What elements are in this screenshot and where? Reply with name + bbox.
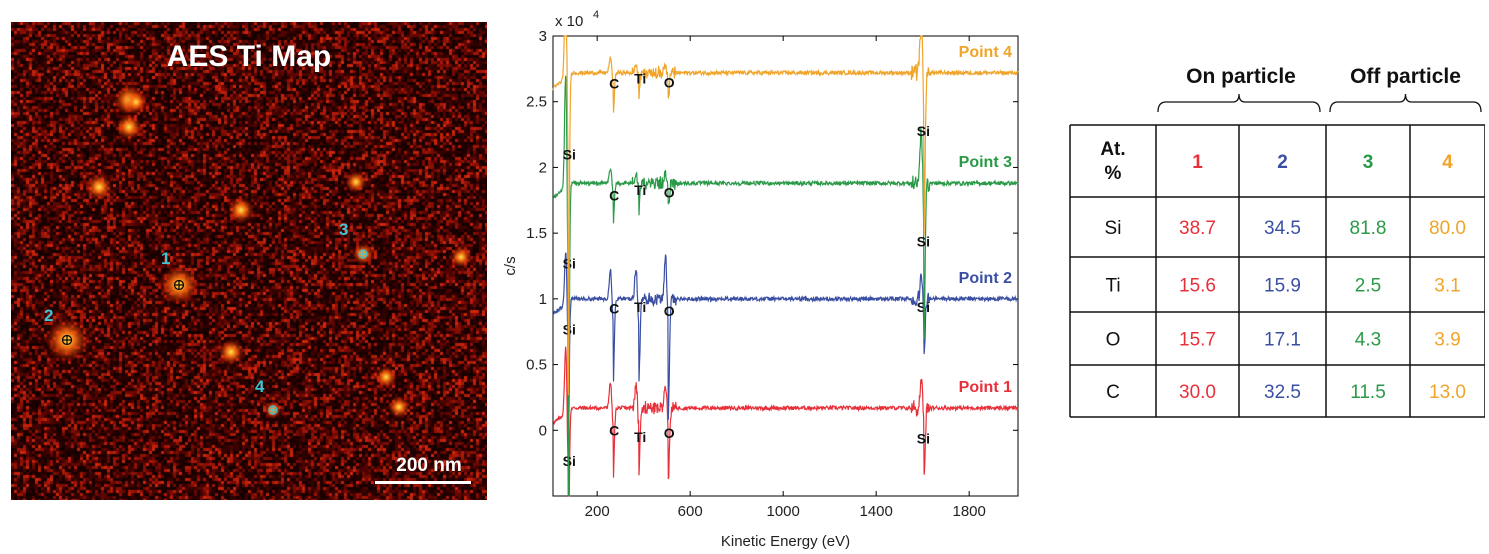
y-multiplier-label: x 10 <box>555 13 583 30</box>
peak-label: Si <box>917 233 930 249</box>
series-line-point-2 <box>552 252 1019 450</box>
y-tick-label: 2 <box>539 159 547 176</box>
series-name-label: Point 4 <box>959 44 1012 61</box>
table-cell-value: 4.3 <box>1355 330 1381 351</box>
row-label-element: Ti <box>1105 276 1120 297</box>
series-name-label: Point 3 <box>959 154 1012 171</box>
y-multiplier-exponent: 4 <box>593 9 599 21</box>
x-tick-label: 1000 <box>766 503 799 520</box>
y-tick-label: 0 <box>539 422 547 439</box>
x-axis-label: Kinetic Energy (eV) <box>721 533 850 550</box>
row-label-element: O <box>1106 330 1121 351</box>
map-point-2: 2 <box>44 306 73 346</box>
table-cell-value: 38.7 <box>1179 218 1216 239</box>
table-cell-value: 15.9 <box>1264 276 1301 297</box>
table-cell-value: 3.1 <box>1434 276 1460 297</box>
x-tick-label: 1800 <box>952 503 985 520</box>
map-point-label: 3 <box>339 220 348 239</box>
bracket-off-particle <box>1329 93 1482 113</box>
scale-bar-label: 200 nm <box>396 455 461 476</box>
crosshair-marker-icon <box>358 249 368 259</box>
y-tick-label: 0.5 <box>526 357 547 374</box>
scale-bar <box>375 481 471 484</box>
map-title: AES Ti Map <box>167 40 331 73</box>
peak-label: C <box>609 423 619 439</box>
table-cell-value: 30.0 <box>1179 382 1216 403</box>
table-cell-value: 13.0 <box>1429 382 1466 403</box>
y-axis-label: c/s <box>502 256 519 275</box>
table-cell-value: 17.1 <box>1264 330 1301 351</box>
peak-label: Si <box>917 123 930 139</box>
crosshair-marker-icon <box>61 334 73 346</box>
peak-label: Si <box>917 430 930 446</box>
crosshair-marker-icon <box>173 279 185 291</box>
crosshair-marker-icon <box>268 405 278 415</box>
peak-label: Si <box>563 453 576 469</box>
row-label-element: C <box>1106 382 1120 403</box>
aes-map-panel: AES Ti Map 1 2 3 <box>11 22 487 500</box>
map-point-label: 1 <box>161 249 170 268</box>
y-tick-label: 3 <box>539 28 547 45</box>
table-cell-value: 81.8 <box>1350 218 1387 239</box>
peak-label: O <box>664 74 675 90</box>
map-point-3: 3 <box>339 220 368 259</box>
x-tick-label: 600 <box>678 503 703 520</box>
table-cell-value: 11.5 <box>1350 382 1386 403</box>
map-point-label: 4 <box>255 377 265 396</box>
x-tick-label: 200 <box>585 503 610 520</box>
peak-label: Si <box>563 147 576 163</box>
series-line-point-1 <box>552 346 1019 497</box>
aes-spectra-chart: 200 600 1000 1400 1800 0 0.5 1 1.5 2 2.5 3 x 10 4 Kine… <box>502 9 1019 550</box>
series-name-label: Point 1 <box>959 379 1012 396</box>
peak-label: Ti <box>634 182 646 198</box>
peak-label: O <box>664 185 675 201</box>
table-cell-value: 15.7 <box>1179 330 1216 351</box>
table-cell-value: 32.5 <box>1264 382 1301 403</box>
column-header-point-2: 2 <box>1277 152 1288 173</box>
table-cell-value: 2.5 <box>1355 276 1381 297</box>
peak-label: Ti <box>634 299 646 315</box>
group-label-off-particle: Off particle <box>1350 65 1461 88</box>
table-cell-value: 3.9 <box>1434 330 1460 351</box>
series-line-point-4 <box>552 35 1019 396</box>
peak-label: C <box>609 300 619 316</box>
table-cell-value: 80.0 <box>1429 218 1466 239</box>
peak-label: C <box>609 187 619 203</box>
map-point-4: 4 <box>255 377 278 415</box>
bracket-on-particle <box>1157 93 1321 113</box>
series-name-label: Point 2 <box>959 270 1012 287</box>
peak-label: Ti <box>634 70 646 86</box>
peak-label: C <box>609 76 619 92</box>
x-tick-label: 1400 <box>859 503 892 520</box>
column-header-point-4: 4 <box>1442 152 1453 173</box>
table-cell-value: 15.6 <box>1179 276 1216 297</box>
row-label-element: Si <box>1105 218 1122 239</box>
series-line-point-3 <box>552 75 1019 497</box>
table-cell-value: 34.5 <box>1264 218 1301 239</box>
header-cell-at-percent: % <box>1105 163 1122 184</box>
composition-table: On particle Off particle At.% 1 2 3 4 Si 38.7 34.… <box>1069 65 1485 418</box>
column-header-point-1: 1 <box>1192 152 1203 173</box>
header-cell-at-percent: At. <box>1100 139 1125 160</box>
chart-plot-area: 200 600 1000 1400 1800 0 0.5 1 1.5 2 2.5 3 x 10 4 Kine… <box>502 9 1019 550</box>
peak-label: O <box>664 425 675 441</box>
group-label-on-particle: On particle <box>1186 65 1296 88</box>
peak-label: O <box>664 303 675 319</box>
y-tick-label: 1 <box>539 291 547 308</box>
peak-label: Ti <box>634 429 646 445</box>
column-header-point-3: 3 <box>1363 152 1374 173</box>
map-point-1: 1 <box>161 249 185 291</box>
plot-frame <box>552 35 1019 497</box>
aes-map-image <box>11 22 487 500</box>
y-tick-label: 1.5 <box>526 225 547 242</box>
aes-map-overlay: AES Ti Map 1 2 3 <box>44 40 471 484</box>
map-point-label: 2 <box>44 306 53 325</box>
y-tick-label: 2.5 <box>526 94 547 111</box>
